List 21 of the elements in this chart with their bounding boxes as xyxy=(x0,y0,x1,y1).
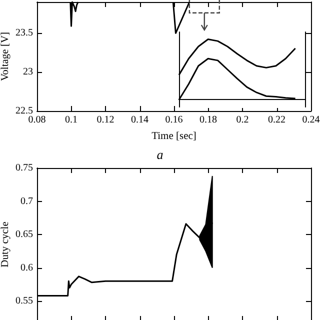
text: a xyxy=(156,147,164,162)
y-axis-title: Duty cycle xyxy=(0,221,11,268)
x-tick-label: 0.12 xyxy=(96,114,114,126)
y-tick-label: 0.75 xyxy=(16,162,33,174)
x-tick-label: 0.16 xyxy=(165,114,183,126)
x-tick-label: 0.24 xyxy=(302,114,320,126)
y-tick-label: 0.65 xyxy=(16,229,33,240)
y-tick-label: 0.6 xyxy=(20,262,33,274)
y-tick-label: 23.5 xyxy=(16,28,33,39)
y-tick-label: 22.5 xyxy=(16,106,33,116)
x-tick-label: 0.1 xyxy=(65,114,78,126)
x-tick-label: 0.2 xyxy=(236,114,249,126)
y-tick-label: 0.55 xyxy=(16,296,33,307)
y-tick-label: 23 xyxy=(23,66,33,78)
x-axis-title: Time [sec] xyxy=(152,131,196,142)
x-tick-label: 0.22 xyxy=(268,114,286,126)
x-tick-label: 0.08 xyxy=(28,114,46,126)
y-tick-label: 0.7 xyxy=(20,196,33,207)
y-axis-title: Voltage [V] xyxy=(0,32,11,82)
x-tick-label: 0.14 xyxy=(131,114,148,126)
x-tick-label: 0.18 xyxy=(200,114,217,126)
